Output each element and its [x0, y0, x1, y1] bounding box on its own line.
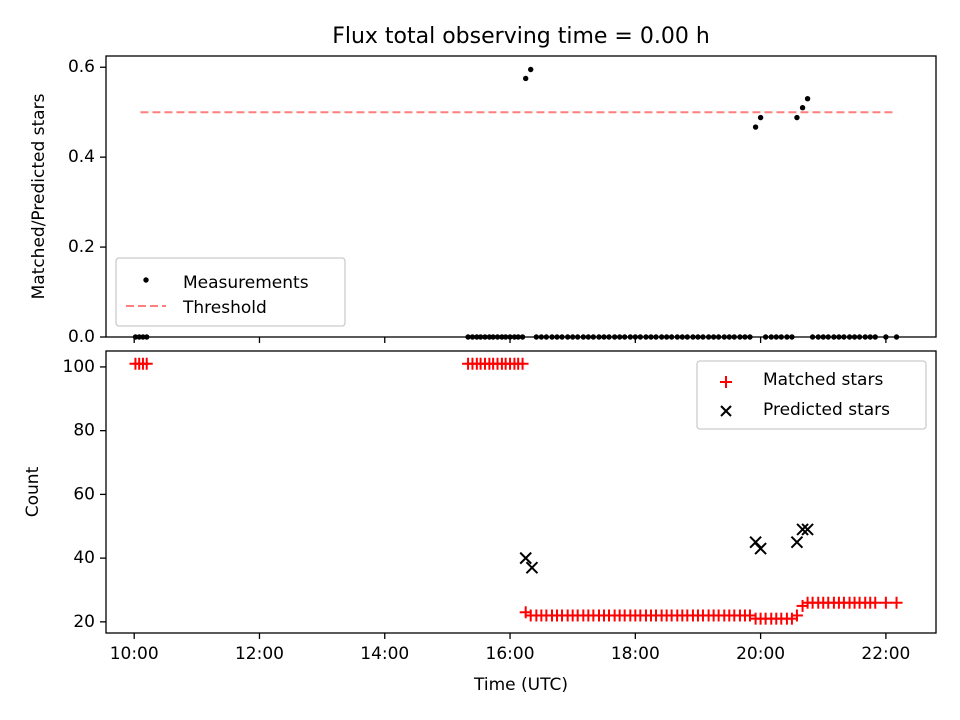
y-tick-label: 0.6 [68, 57, 95, 77]
matched-star-point [879, 596, 892, 609]
legend-matched-label: Matched stars [763, 370, 883, 390]
y-tick-label: 100 [63, 357, 95, 377]
bottom-legend: Matched stars Predicted stars [696, 360, 927, 430]
top-y-axis-ticks: 0.0 0.2 0.4 0.6 [68, 57, 106, 347]
x-tick-label: 16:00 [486, 644, 535, 664]
predicted-star-point [754, 542, 767, 555]
legend-predicted-marker [720, 405, 732, 417]
x-tick-label: 10:00 [110, 644, 159, 664]
y-tick-label: 40 [73, 548, 95, 568]
bottom-x-axis-ticks: 10:00 12:00 14:00 16:00 18:00 20:00 22:00 [110, 633, 910, 664]
matched-ratio-panel: 0.0 0.2 0.4 0.6 Matched/Predicted stars Mea… [29, 55, 937, 347]
legend-predicted-label: Predicted stars [763, 400, 890, 420]
predicted-star-point [525, 561, 539, 574]
matched-star-point [869, 596, 882, 609]
predicted-star-point [790, 535, 804, 549]
matched-star-point [790, 609, 803, 622]
y-tick-label: 60 [73, 484, 95, 504]
y-tick-label: 0.0 [68, 327, 95, 347]
predicted-star-point [801, 523, 814, 536]
measurement-point [757, 114, 764, 121]
legend-matched-marker [720, 376, 732, 388]
top-plot-frame [105, 55, 937, 338]
matched-star-point [140, 357, 153, 370]
chart-title: Flux total observing time = 0.00 h [332, 24, 710, 49]
predicted-star-point [519, 551, 532, 565]
measurement-point [522, 75, 529, 82]
top-legend: Measurements Threshold [115, 257, 346, 327]
bottom-legend-frame [696, 360, 927, 430]
legend-measurements-label: Measurements [183, 273, 309, 293]
bottom-plot-marks [129, 357, 903, 625]
y-tick-label: 20 [73, 612, 95, 632]
x-tick-label: 20:00 [736, 644, 785, 664]
legend-measurements-marker [143, 277, 149, 283]
measurement-point [528, 66, 534, 73]
matched-star-point [890, 596, 903, 609]
bottom-plot-frame [105, 350, 937, 634]
top-y-axis-label: Matched/Predicted stars [29, 93, 49, 299]
bottom-x-axis-label: Time (UTC) [473, 675, 568, 695]
y-tick-label: 0.2 [68, 237, 95, 257]
x-tick-label: 22:00 [861, 644, 910, 664]
bottom-y-axis-label: Count [23, 466, 43, 517]
top-x-axis-ticks [133, 337, 887, 343]
matched-star-point [516, 357, 529, 370]
x-tick-label: 14:00 [360, 644, 409, 664]
x-tick-label: 12:00 [235, 644, 284, 664]
legend-threshold-label: Threshold [182, 298, 267, 318]
top-legend-frame [115, 257, 346, 327]
measurement-point [804, 96, 811, 102]
y-tick-label: 0.4 [68, 147, 95, 167]
measurement-point [752, 124, 759, 130]
star-count-panel: 20 40 60 80 100 10:00 12:00 14:00 16:00 18:00 20:… [23, 350, 937, 695]
x-tick-label: 18:00 [611, 644, 660, 664]
measurement-point [799, 105, 806, 111]
y-tick-label: 80 [73, 421, 95, 441]
predicted-star-point [796, 523, 809, 536]
measurement-point [794, 114, 800, 121]
bottom-y-axis-ticks: 20 40 60 80 100 [63, 357, 106, 632]
